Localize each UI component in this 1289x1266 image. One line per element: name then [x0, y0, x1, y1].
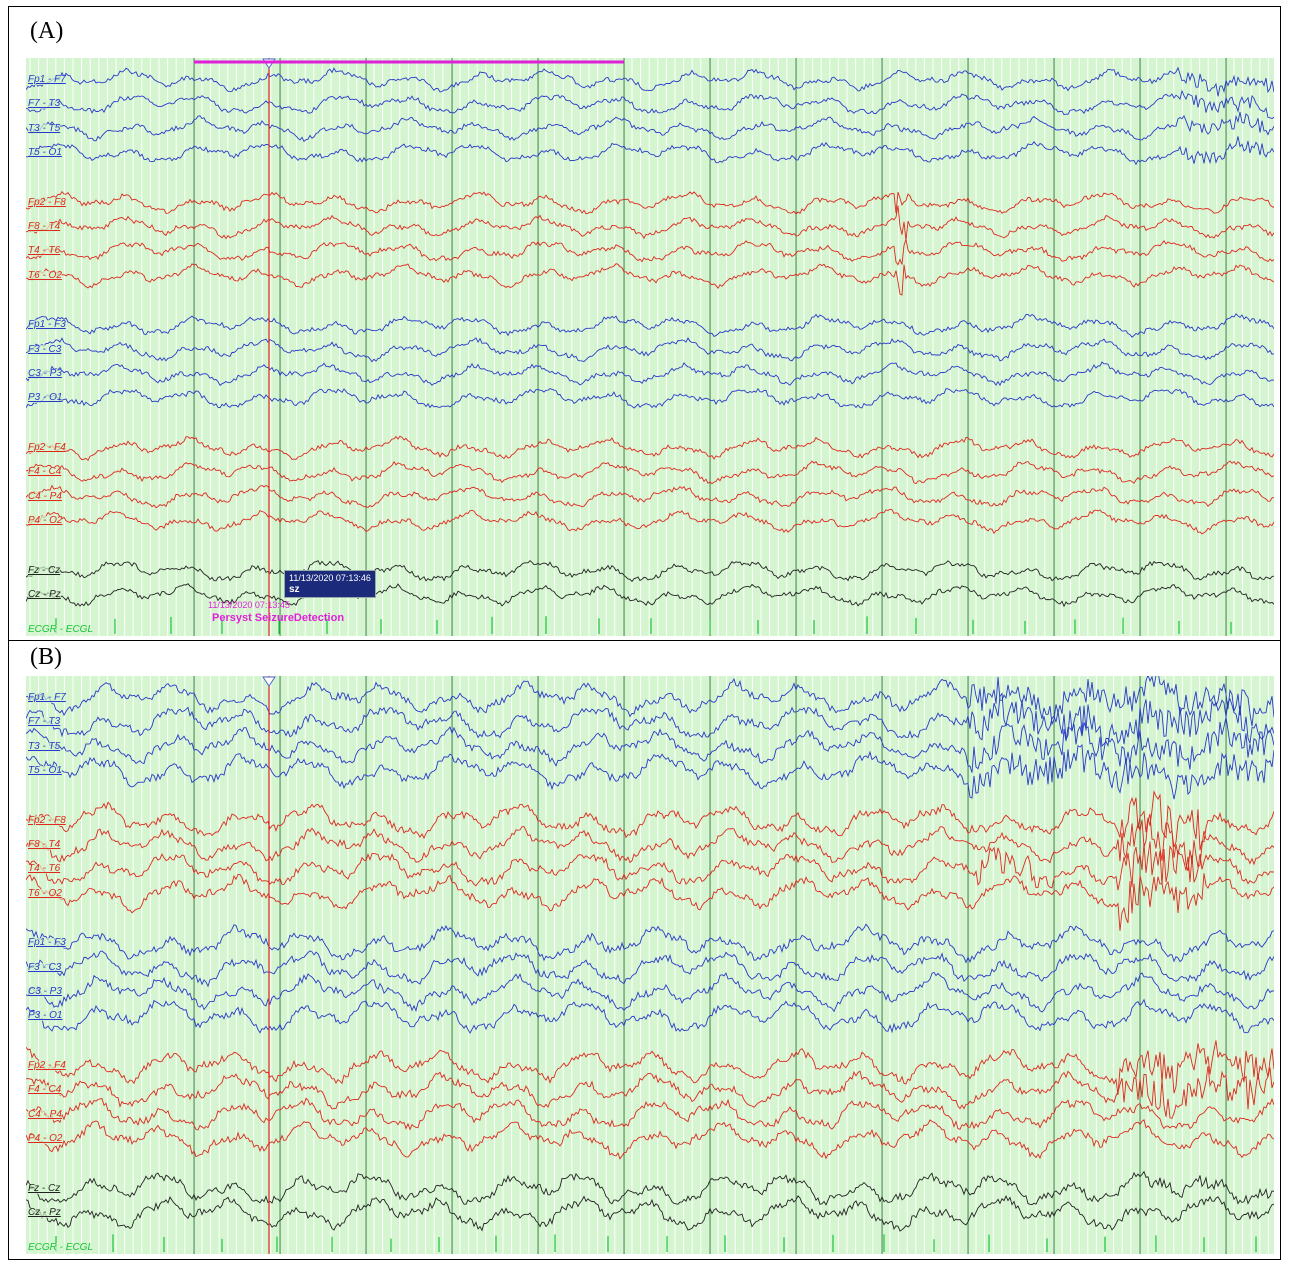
eeg-trace [26, 998, 1274, 1034]
eeg-panel-a: Fp1 - F7 F7 - T3 T3 - T5 T5 - O1 Fp2 - F8 F8 … [26, 58, 1274, 636]
channel-label[interactable]: T3 - T5 [28, 740, 61, 752]
seizure-annotation-box[interactable]: 11/13/2020 07:13:46 sz [284, 570, 376, 598]
channel-label[interactable]: C3 - P3 [28, 368, 62, 380]
eeg-trace [26, 559, 1274, 583]
eeg-trace [26, 190, 1274, 215]
channel-label[interactable]: P4 - O2 [28, 515, 63, 527]
channel-label[interactable]: Fp1 - F7 [28, 692, 66, 703]
eeg-trace [26, 790, 1274, 851]
eeg-trace [26, 337, 1274, 363]
eeg-trace [26, 313, 1274, 338]
channel-label[interactable]: F7 - T3 [28, 98, 61, 110]
channel-label[interactable]: T4 - T6 [28, 863, 61, 875]
panel-a-label: (A) [30, 18, 64, 44]
channel-label[interactable]: Fz - Cz [28, 1182, 61, 1194]
eeg-trace [26, 111, 1274, 143]
eeg-trace [26, 239, 1274, 266]
eeg-trace [26, 66, 1274, 97]
channel-label[interactable]: Fp2 - F4 [28, 442, 66, 454]
eeg-trace [26, 484, 1274, 509]
channel-label[interactable]: Fp1 - F3 [28, 937, 66, 949]
channel-label[interactable]: F7 - T3 [28, 716, 61, 728]
eeg-traces-b [26, 676, 1274, 1254]
channel-label[interactable]: Fz - Cz [28, 564, 61, 576]
annotation-timestamp: 11/13/2020 07:13:46 [289, 573, 371, 583]
eeg-trace [26, 743, 1274, 800]
eeg-trace [26, 923, 1274, 964]
eeg-trace [26, 1170, 1274, 1206]
channel-label[interactable]: P3 - O1 [28, 1010, 63, 1022]
eeg-trace [26, 508, 1274, 535]
eeg-trace [26, 1097, 1274, 1131]
channel-label[interactable]: T4 - T6 [28, 245, 61, 257]
eeg-trace [26, 692, 1274, 748]
eeg-trace [26, 460, 1274, 485]
eeg-trace [26, 361, 1274, 387]
eeg-trace [26, 971, 1274, 1013]
eeg-trace [26, 717, 1274, 773]
channel-label[interactable]: F3 - C3 [28, 961, 62, 973]
channel-label[interactable]: F8 - T4 [28, 221, 61, 232]
channel-label[interactable]: F4 - C4 [28, 1084, 62, 1096]
channel-label[interactable]: C4 - P4 [28, 1108, 62, 1120]
channel-label[interactable]: Fp2 - F8 [28, 196, 66, 208]
detection-label[interactable]: Persyst SeizureDetection [212, 612, 345, 624]
channel-label[interactable]: T6 - O2 [28, 269, 62, 281]
ecg-label: ECGR - ECGL [28, 1242, 94, 1253]
channel-label[interactable]: Fp2 - F4 [28, 1060, 66, 1072]
channel-label[interactable]: T5 - O1 [28, 146, 62, 158]
detection-timestamp: 11/13/2020 07:13:45 [208, 600, 290, 610]
eeg-trace [26, 89, 1274, 119]
channel-label[interactable]: C4 - P4 [28, 490, 62, 502]
annotation-text: sz [289, 584, 300, 595]
channel-label[interactable]: F4 - C4 [28, 466, 62, 478]
eeg-panel-b: Fp1 - F7 F7 - T3 T3 - T5 T5 - O1 Fp2 - F8 F8 … [26, 676, 1274, 1254]
figure-frame [8, 6, 1281, 1260]
channel-label[interactable]: P3 - O1 [28, 392, 63, 404]
eeg-traces [26, 676, 1274, 1232]
eeg-trace [26, 263, 1274, 296]
eeg-trace [26, 841, 1274, 891]
channel-label[interactable]: Fp1 - F3 [28, 319, 66, 331]
channel-label[interactable]: Fp2 - F8 [28, 814, 66, 826]
eeg-trace [26, 1065, 1274, 1119]
channel-label[interactable]: F3 - C3 [28, 343, 62, 355]
channel-label[interactable]: T6 - O2 [28, 887, 62, 899]
time-grid [29, 676, 1269, 1254]
eeg-trace [26, 583, 1274, 608]
eeg-trace [26, 1194, 1274, 1232]
eeg-trace [26, 435, 1274, 462]
event-marker-icon[interactable] [262, 676, 276, 687]
ecg-trace [55, 616, 1232, 634]
channel-label[interactable]: Cz - Pz [28, 1207, 61, 1219]
eeg-trace [26, 950, 1274, 988]
eeg-trace [26, 136, 1274, 166]
eeg-trace [26, 813, 1274, 872]
ecg-label: ECGR - ECGL [28, 624, 94, 635]
channel-label[interactable]: T3 - T5 [28, 122, 61, 134]
channel-label[interactable]: C3 - P3 [28, 986, 62, 998]
channel-label[interactable]: P4 - O2 [28, 1133, 63, 1145]
eeg-trace [26, 387, 1274, 409]
eeg-trace [26, 873, 1274, 931]
time-grid [29, 58, 1269, 636]
panel-b-label: (B) [30, 644, 62, 670]
eeg-traces-a [26, 58, 1274, 636]
eeg-trace [26, 676, 1274, 727]
eeg-traces [26, 66, 1274, 608]
eeg-trace [26, 1119, 1274, 1160]
channel-label[interactable]: T5 - O1 [28, 764, 62, 776]
channel-label[interactable]: F8 - T4 [28, 839, 61, 850]
panel-divider [8, 640, 1281, 641]
channel-label[interactable]: Fp1 - F7 [28, 74, 66, 85]
ecg-trace [55, 1234, 1257, 1252]
channel-label[interactable]: Cz - Pz [28, 589, 61, 601]
eeg-trace [26, 205, 1274, 241]
eeg-trace [26, 1040, 1274, 1095]
